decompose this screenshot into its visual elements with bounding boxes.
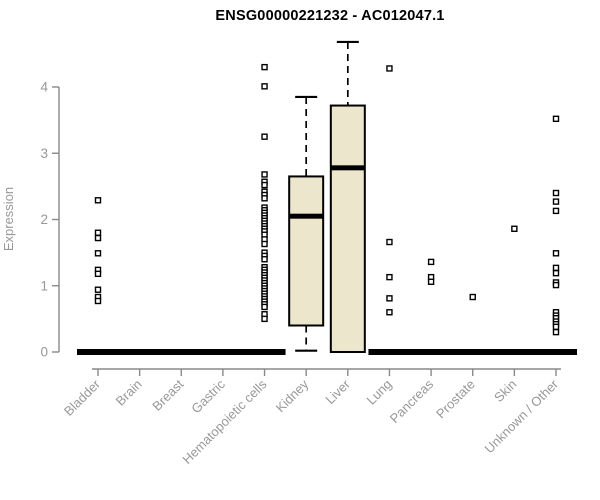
median-line [289,213,324,219]
outlier-point [261,315,268,323]
outlier-point [261,63,268,71]
outlier-point [386,65,393,72]
collapsed-box-bar [118,349,161,355]
outlier-point [552,328,560,336]
outlier-point [386,238,393,246]
collapsed-box-bar [451,349,494,355]
outlier-point [552,250,560,257]
median-line [330,165,365,171]
outlier-point [261,83,268,90]
y-tick-label: 4 [40,80,48,95]
outlier-point [261,195,268,202]
outlier-point [386,309,393,316]
outlier-point [261,240,268,248]
outlier-point [261,181,268,189]
outlier-point [94,229,102,236]
outlier-point [94,234,102,242]
box-rect [329,104,366,353]
outlier-point [261,303,268,311]
outlier-point [386,273,393,281]
y-tick-label: 0 [40,345,48,360]
x-axis-category-label: Skin [491,377,519,405]
outlier-point [261,171,268,178]
outlier-point [552,189,560,197]
chart-title: ENSG00000221232 - AC012047.1 [215,8,445,24]
outlier-point [552,115,560,123]
outlier-point [94,197,102,204]
x-axis-category-label: Bladder [61,376,104,419]
x-axis-category-label: Prostate [433,377,478,422]
outlier-point [511,225,518,232]
outlier-point [552,198,560,205]
collapsed-box-bar [410,349,453,355]
outlier-point [552,269,560,277]
x-axis-category-label: Gastric [188,376,228,416]
x-axis-category-label: Kidney [273,376,312,415]
x-axis-category-label: Liver [322,376,353,407]
outlier-point [469,293,476,301]
outlier-point [427,278,435,285]
collapsed-box-bar [243,349,286,355]
collapsed-box-bar [201,349,244,355]
outlier-point [552,207,560,215]
x-axis-category-label: Pancreas [387,376,437,426]
outlier-point [94,297,102,305]
y-tick-label: 2 [40,212,48,227]
collapsed-box-bar [493,349,536,355]
collapsed-box-bar [368,349,411,355]
x-axis-category-label: Breast [149,376,186,413]
outlier-point [261,133,268,140]
x-axis-category-label: Unknown / Other [482,376,562,456]
outlier-point [94,270,102,278]
outlier-point [552,264,560,272]
x-axis-category-label: Brain [113,377,145,409]
x-axis-category-label: Lung [364,377,395,408]
outlier-point [552,323,560,331]
collapsed-box-bar [534,349,577,355]
y-tick-label: 1 [40,278,48,293]
outlier-point [386,295,393,302]
collapsed-box-bar [77,349,119,355]
outlier-point [94,286,102,293]
outlier-point [261,256,268,263]
outlier-point [427,258,435,266]
y-tick-label: 3 [40,146,48,161]
outlier-point [552,281,560,289]
box-rect [288,175,325,327]
outlier-point [94,250,102,257]
collapsed-box-bar [160,349,203,355]
